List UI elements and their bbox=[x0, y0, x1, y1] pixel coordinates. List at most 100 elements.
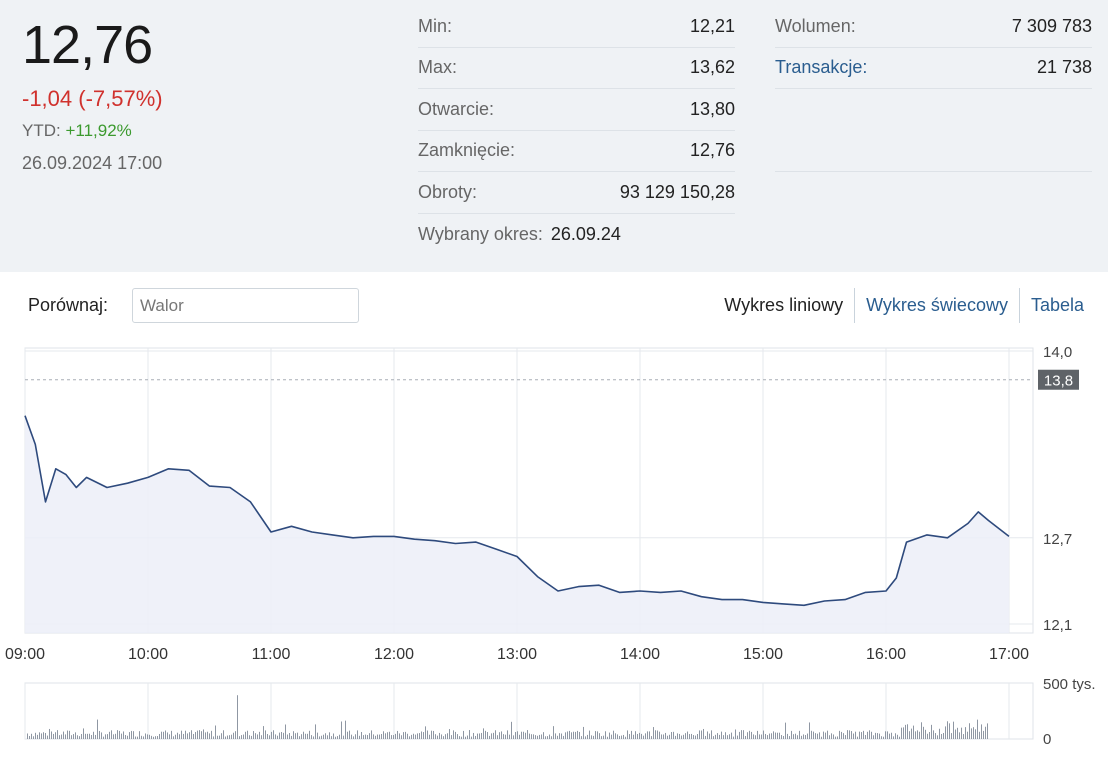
volume-bar bbox=[779, 732, 780, 739]
price-change: -1,04 (-7,57%) bbox=[22, 86, 163, 111]
volume-bar bbox=[349, 730, 350, 739]
volume-bar bbox=[655, 730, 656, 739]
volume-bar bbox=[971, 728, 972, 739]
volume-bar bbox=[875, 732, 876, 739]
tab-line-chart[interactable]: Wykres liniowy bbox=[724, 295, 844, 315]
volume-bar bbox=[831, 733, 832, 739]
volume-bar bbox=[313, 736, 314, 739]
volume-bar bbox=[121, 733, 122, 739]
volume-bar bbox=[549, 734, 550, 739]
volume-bar bbox=[499, 732, 500, 739]
volume-bar bbox=[785, 722, 786, 739]
volume-bar bbox=[381, 733, 382, 739]
volume-bar bbox=[667, 735, 668, 739]
volume-bar bbox=[481, 732, 482, 739]
price-chart[interactable]: 09:00 10:00 11:00 12:00 13:00 14:00 15:00 16:00… bbox=[0, 340, 1108, 680]
volume-bar bbox=[689, 734, 690, 739]
volume-bar bbox=[619, 735, 620, 739]
volume-bar bbox=[511, 721, 512, 739]
price-area bbox=[25, 415, 1009, 633]
stat-value: 7 309 783 bbox=[1011, 15, 1092, 36]
volume-bar bbox=[901, 727, 902, 739]
transactions-link[interactable]: Transakcje: bbox=[775, 57, 868, 78]
volume-bar bbox=[489, 735, 490, 739]
volume-bar bbox=[607, 736, 608, 739]
stat-label: Obroty: bbox=[418, 181, 478, 202]
volume-bar bbox=[977, 719, 978, 739]
volume-bar bbox=[195, 732, 196, 739]
volume-bar bbox=[649, 731, 650, 739]
volume-bar bbox=[69, 730, 70, 739]
volume-bar bbox=[767, 735, 768, 739]
volume-bar bbox=[449, 729, 450, 739]
volume-bar bbox=[949, 723, 950, 739]
volume-bar bbox=[301, 734, 302, 739]
volume-bar bbox=[941, 733, 942, 739]
tab-divider bbox=[854, 288, 856, 323]
volume-bar bbox=[395, 733, 396, 739]
x-tick-label: 14:00 bbox=[620, 646, 660, 663]
volume-bar bbox=[837, 736, 838, 739]
volume-bar bbox=[233, 732, 234, 739]
volume-bar bbox=[241, 735, 242, 739]
volume-bar bbox=[103, 736, 104, 739]
volume-bar bbox=[291, 735, 292, 739]
volume-bar bbox=[855, 731, 856, 739]
volume-bar bbox=[219, 735, 220, 739]
volume-bar bbox=[905, 724, 906, 739]
volume-bar bbox=[277, 735, 278, 739]
volume-bar bbox=[685, 733, 686, 739]
volume-bar bbox=[633, 734, 634, 739]
volume-bar bbox=[353, 736, 354, 739]
reference-label-box bbox=[1038, 369, 1079, 390]
volume-bar bbox=[763, 730, 764, 739]
volume-bar bbox=[821, 736, 822, 739]
volume-bar bbox=[463, 730, 464, 739]
volume-bar bbox=[333, 733, 334, 739]
period-value: 26.09.24 bbox=[550, 223, 621, 244]
volume-bar bbox=[369, 733, 370, 739]
volume-bar bbox=[469, 730, 470, 739]
volume-bar bbox=[537, 735, 538, 739]
compare-input[interactable] bbox=[132, 288, 359, 323]
volume-bar bbox=[117, 730, 118, 739]
volume-bar bbox=[883, 736, 884, 739]
volume-bar bbox=[707, 731, 708, 739]
volume-bar bbox=[677, 733, 678, 739]
volume-bar bbox=[127, 735, 128, 739]
volume-bar bbox=[925, 729, 926, 739]
volume-bar bbox=[139, 731, 140, 739]
tab-candle-chart[interactable]: Wykres świecowy bbox=[866, 295, 1008, 315]
volume-bar bbox=[735, 729, 736, 739]
volume-bar bbox=[695, 735, 696, 739]
volume-bar bbox=[283, 732, 284, 739]
volume-bar bbox=[191, 730, 192, 739]
compare-label: Porównaj: bbox=[28, 295, 109, 315]
volume-bar bbox=[581, 736, 582, 739]
volume-bar bbox=[569, 730, 570, 739]
volume-bar bbox=[437, 735, 438, 739]
stat-label: Zamknięcie: bbox=[418, 140, 516, 161]
ytd-value: +11,92% bbox=[65, 121, 132, 140]
volume-bar bbox=[931, 724, 932, 739]
volume-bar bbox=[721, 731, 722, 739]
volume-bar bbox=[249, 735, 250, 739]
volume-bar bbox=[739, 731, 740, 739]
volume-bar bbox=[373, 734, 374, 739]
volume-bar bbox=[635, 731, 636, 739]
volume-bar bbox=[453, 730, 454, 739]
y-tick-label: 12,7 bbox=[1043, 531, 1072, 548]
volume-bar bbox=[491, 733, 492, 739]
volume-bar bbox=[97, 719, 98, 739]
volume-bar bbox=[479, 733, 480, 739]
volume-bar bbox=[361, 732, 362, 739]
volume-bar bbox=[287, 734, 288, 739]
volume-bar bbox=[187, 733, 188, 739]
volume-bar bbox=[939, 728, 940, 739]
tab-table[interactable]: Tabela bbox=[1030, 295, 1084, 315]
volume-bar bbox=[911, 728, 912, 739]
volume-bar bbox=[331, 736, 332, 739]
x-tick-label: 17:00 bbox=[989, 646, 1029, 663]
stat-row-min: Min: 12,21 bbox=[418, 6, 735, 48]
volume-bar bbox=[789, 736, 790, 739]
